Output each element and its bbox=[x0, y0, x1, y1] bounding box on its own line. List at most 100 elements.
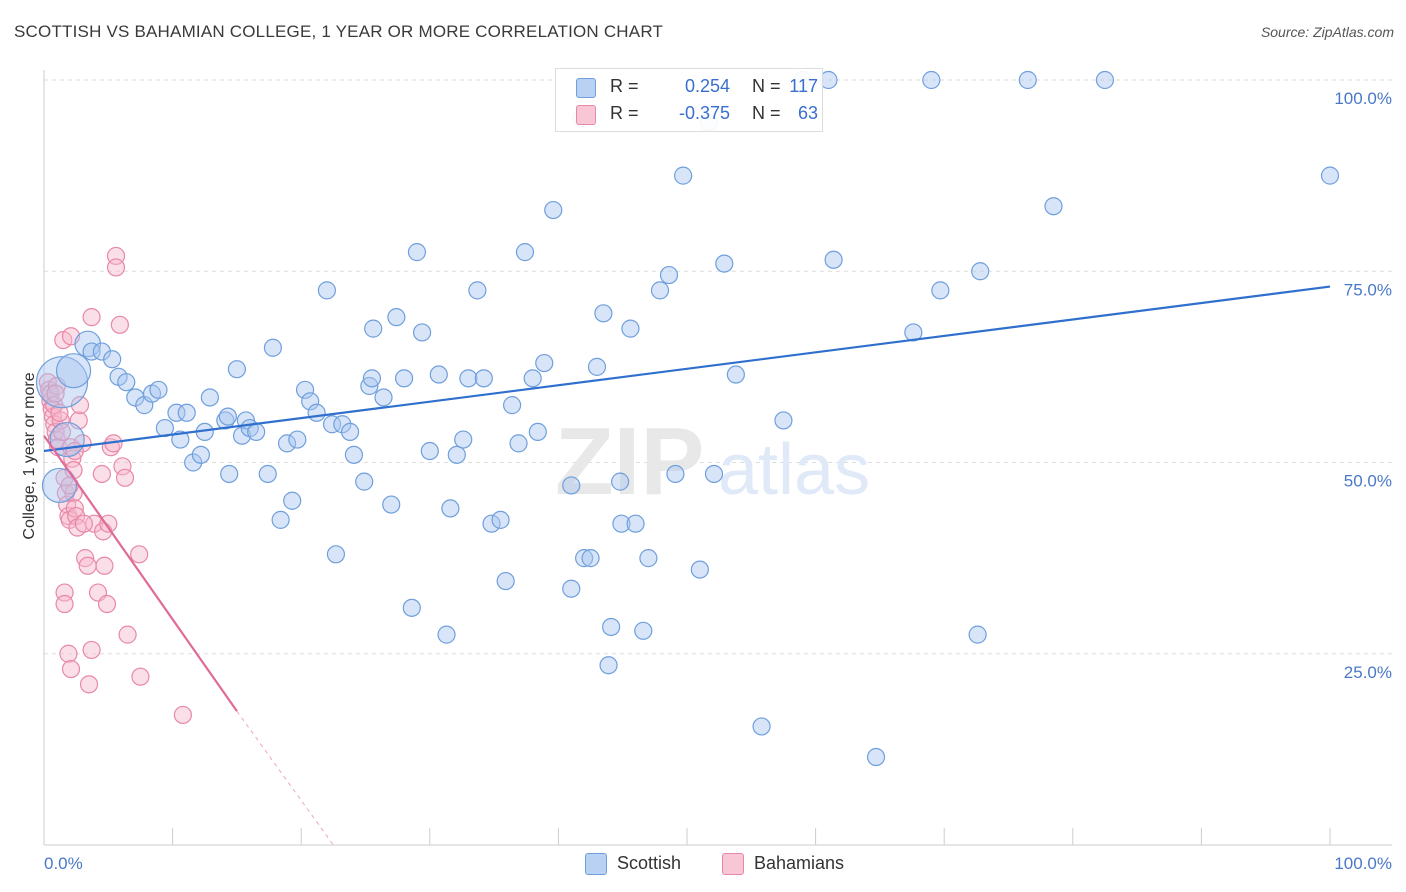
bahamian-trend-extension bbox=[236, 710, 334, 846]
scottish-point bbox=[468, 281, 487, 300]
scottish-point bbox=[1018, 70, 1037, 90]
bottom-legend-swatch-bahamians bbox=[722, 853, 744, 875]
x-ticks bbox=[172, 828, 1331, 845]
scottish-point bbox=[227, 360, 246, 379]
legend-n-label: N = bbox=[752, 76, 781, 96]
scottish-point bbox=[639, 549, 658, 568]
scottish-point bbox=[177, 403, 196, 422]
bahamian-point bbox=[46, 422, 65, 441]
scottish-point bbox=[307, 403, 326, 422]
scottish-point bbox=[402, 598, 421, 617]
scottish-point bbox=[295, 380, 315, 399]
scottish-point bbox=[333, 415, 352, 434]
scottish-point bbox=[41, 467, 78, 504]
scottish-point bbox=[824, 250, 843, 269]
scottish-point bbox=[726, 365, 745, 384]
bahamian-point bbox=[173, 705, 192, 725]
legend-r-label: R = bbox=[610, 103, 639, 123]
bahamian-point bbox=[92, 464, 111, 484]
y-tick-labels: 25.0% 50.0% 75.0% 100.0% bbox=[1334, 89, 1392, 682]
scottish-point bbox=[491, 510, 510, 529]
scottish-point bbox=[459, 369, 478, 388]
correlation-legend: R = 0.254 N = 117 R = -0.375 N = 63 bbox=[555, 68, 823, 132]
bahamian-point bbox=[82, 308, 101, 327]
scottish-point bbox=[602, 617, 621, 637]
scottish-point bbox=[496, 571, 515, 591]
bahamian-point bbox=[130, 545, 149, 564]
scottish-point bbox=[271, 510, 290, 529]
scottish-point bbox=[374, 388, 393, 407]
legend-n-value: 63 bbox=[797, 103, 818, 123]
y-tick-label: 25.0% bbox=[1344, 663, 1392, 682]
bahamian-point bbox=[46, 384, 65, 403]
scottish-point bbox=[581, 549, 600, 568]
scottish-point bbox=[220, 464, 239, 484]
bahamian-point bbox=[74, 514, 93, 533]
scottish-point bbox=[752, 717, 771, 736]
scottish-point bbox=[92, 342, 111, 361]
bahamian-point bbox=[65, 499, 84, 518]
trend-lines bbox=[43, 285, 1331, 846]
scottish-point bbox=[382, 495, 401, 514]
watermark-zip: ZIP bbox=[555, 408, 704, 515]
legend-r-value: -0.375 bbox=[678, 103, 730, 123]
bahamian-point bbox=[113, 457, 132, 476]
scottish-point bbox=[149, 380, 168, 399]
bahamian-point bbox=[59, 644, 78, 663]
bahamian-points bbox=[38, 246, 192, 725]
bahamian-point bbox=[106, 258, 126, 277]
scottish-point bbox=[562, 476, 581, 495]
scottish-point bbox=[515, 243, 535, 262]
scottish-point bbox=[412, 323, 432, 342]
scottish-point bbox=[301, 392, 320, 411]
scottish-point bbox=[171, 430, 190, 449]
scottish-point bbox=[191, 445, 210, 464]
y-axis-title: College, 1 year or more bbox=[21, 372, 38, 539]
scottish-point bbox=[340, 422, 360, 441]
scottish-point bbox=[690, 560, 709, 579]
bahamian-point bbox=[51, 411, 70, 430]
scottish-point bbox=[277, 434, 297, 453]
scottish-point bbox=[704, 464, 724, 484]
scottish-point bbox=[420, 441, 439, 461]
scottish-point bbox=[167, 403, 186, 422]
scottish-point bbox=[437, 625, 456, 644]
source-credit: Source: ZipAtlas.com bbox=[1260, 24, 1394, 40]
scottish-point bbox=[904, 323, 923, 342]
scottish-point bbox=[866, 747, 886, 767]
scottish-point bbox=[355, 472, 374, 491]
y-tick-label: 100.0% bbox=[1334, 89, 1392, 108]
scottish-point bbox=[666, 464, 685, 484]
bahamian-point bbox=[78, 556, 97, 575]
scottish-point bbox=[611, 472, 630, 491]
bahamian-point bbox=[55, 594, 74, 614]
scottish-point bbox=[55, 353, 92, 389]
legend-r-value: 0.254 bbox=[684, 76, 730, 96]
bahamian-point bbox=[50, 403, 69, 422]
scottish-point bbox=[715, 254, 734, 273]
watermark-atlas: atlas bbox=[718, 430, 870, 510]
scottish-trend-line bbox=[43, 285, 1331, 453]
legend-swatch-scottish bbox=[576, 78, 596, 98]
bahamian-point bbox=[67, 506, 86, 526]
bahamian-point bbox=[95, 556, 114, 575]
scottish-point bbox=[523, 369, 542, 388]
scottish-point bbox=[283, 491, 302, 510]
bahamian-point bbox=[61, 659, 81, 679]
x-tick-label-max: 100.0% bbox=[1334, 854, 1392, 873]
scottish-point bbox=[200, 388, 219, 407]
scottish-point bbox=[922, 70, 941, 90]
scottish-point bbox=[288, 430, 307, 449]
y-tick-label: 75.0% bbox=[1344, 280, 1392, 299]
scottish-point bbox=[326, 545, 346, 564]
bahamian-point bbox=[70, 396, 90, 415]
bottom-legend-label-bahamians: Bahamians bbox=[754, 853, 845, 873]
bahamian-point bbox=[82, 640, 101, 660]
scottish-point bbox=[659, 265, 679, 285]
scottish-point bbox=[263, 338, 283, 357]
bahamian-point bbox=[118, 625, 137, 644]
scottish-point bbox=[407, 243, 427, 262]
scottish-point bbox=[535, 353, 554, 373]
scottish-point bbox=[968, 625, 987, 644]
